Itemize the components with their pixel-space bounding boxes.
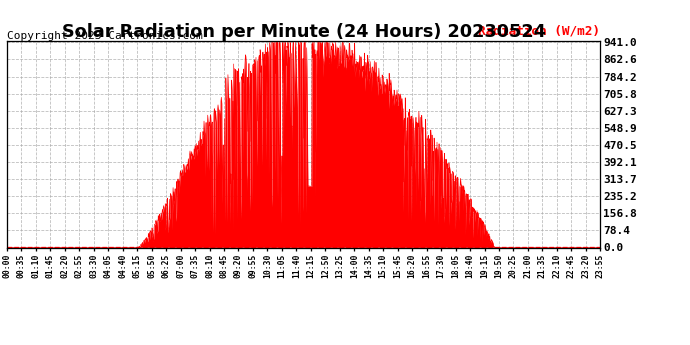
Title: Solar Radiation per Minute (24 Hours) 20230524: Solar Radiation per Minute (24 Hours) 20… [61,23,546,41]
Text: Radiation (W/m2): Radiation (W/m2) [478,24,600,37]
Text: Copyright 2023 Cartronics.com: Copyright 2023 Cartronics.com [7,31,203,41]
